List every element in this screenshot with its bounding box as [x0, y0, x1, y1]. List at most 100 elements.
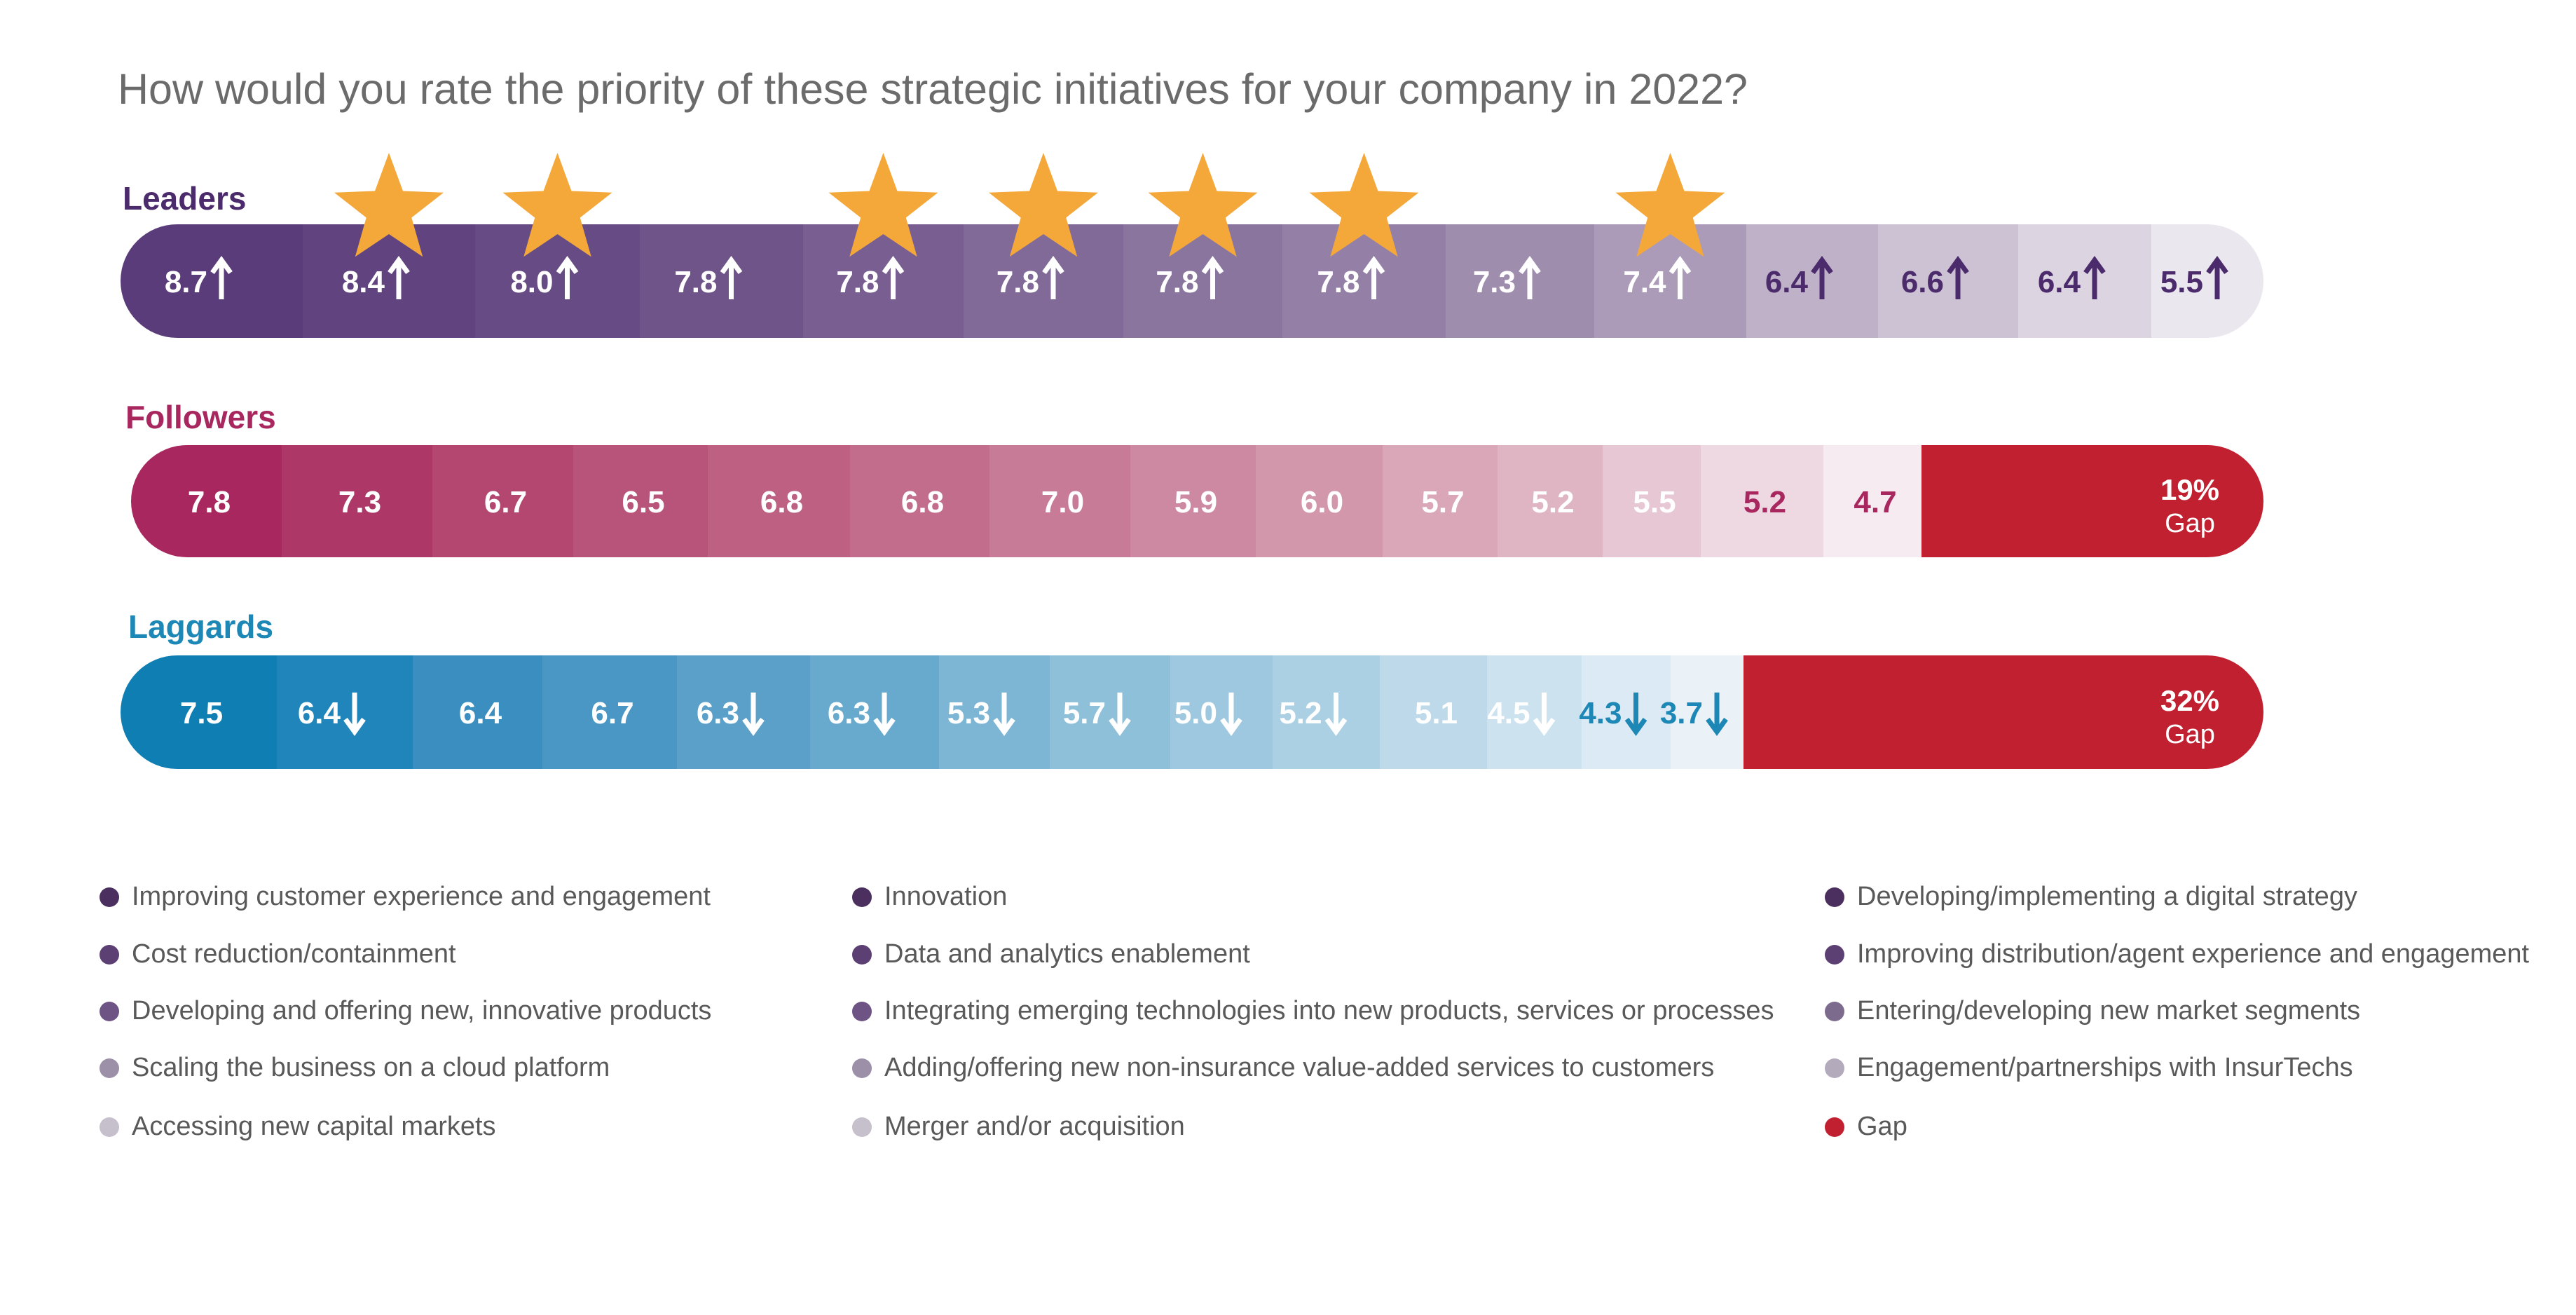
segment	[121, 224, 303, 338]
series-label-leaders: Leaders	[123, 180, 247, 217]
segment	[810, 655, 940, 769]
value-label: 5.1	[1415, 696, 1458, 730]
value-label: 8.0	[510, 265, 553, 299]
value-label: 6.3	[697, 696, 739, 730]
series-laggards: 7.5 6.4 6.4 6.7 6.3 6.3 5.3 5.7 5.0 5.2 5.1 4.5 4.3 3…	[121, 655, 2263, 769]
value-label: 7.4	[1623, 265, 1666, 299]
arrow-up-icon	[1519, 256, 1541, 299]
segment	[939, 655, 1050, 769]
arrow-down-icon	[873, 693, 896, 736]
value-label: 6.8	[760, 485, 803, 519]
value-label: 7.0	[1041, 485, 1084, 519]
segment	[2018, 224, 2152, 338]
arrow-up-icon	[2083, 256, 2106, 299]
value-label: 5.7	[1063, 696, 1106, 730]
arrow-up-icon	[2206, 256, 2228, 299]
segment	[708, 445, 851, 557]
star-icon	[334, 153, 444, 257]
gap-label: Gap	[2165, 509, 2215, 538]
value-label: 6.8	[901, 485, 944, 519]
series-leaders: 8.7 8.4 8.0 7.8 7.8 7.8 7.8 7.8 7.3 7.4 6.4 6.6 6.4 5…	[121, 153, 2263, 338]
value-label: 5.2	[1743, 485, 1786, 519]
segment	[1603, 445, 1701, 557]
value-label: 7.3	[338, 485, 381, 519]
value-label: 4.5	[1487, 696, 1530, 730]
segment	[1823, 445, 1922, 557]
segment	[1487, 655, 1582, 769]
value-label: 7.5	[180, 696, 223, 730]
value-label: 6.4	[1765, 265, 1809, 299]
segment	[277, 655, 413, 769]
value-label: 5.5	[1633, 485, 1676, 519]
segment	[1701, 445, 1824, 557]
segment	[1878, 224, 2019, 338]
arrow-down-icon	[1706, 693, 1728, 736]
gap-value: 19%	[2160, 473, 2219, 506]
segment	[1130, 445, 1256, 557]
value-label: 5.2	[1279, 696, 1322, 730]
value-label: 6.6	[1901, 265, 1944, 299]
value-label: 5.7	[1421, 485, 1464, 519]
arrow-down-icon	[343, 693, 366, 736]
segment	[1746, 224, 1879, 338]
segment	[432, 445, 574, 557]
value-label: 8.7	[165, 265, 207, 299]
value-label: 7.8	[188, 485, 231, 519]
value-label: 6.4	[459, 696, 502, 730]
gap-segment	[1921, 445, 2263, 557]
segment	[1282, 224, 1446, 338]
chart-title: How would you rate the priority of these…	[118, 65, 1748, 113]
arrow-down-icon	[1109, 693, 1131, 736]
segment	[1273, 655, 1381, 769]
segment	[573, 445, 708, 557]
segment	[303, 224, 476, 338]
value-label: 5.0	[1174, 696, 1217, 730]
segment	[1671, 655, 1744, 769]
segment	[1446, 224, 1595, 338]
segment	[850, 445, 990, 557]
segment	[964, 224, 1124, 338]
segment	[803, 224, 964, 338]
gap-segment	[1743, 655, 2263, 769]
value-label: 5.9	[1174, 485, 1217, 519]
segment	[1170, 655, 1273, 769]
segment	[1256, 445, 1383, 557]
arrow-up-icon	[1362, 256, 1385, 299]
arrow-down-icon	[1624, 693, 1647, 736]
value-label: 8.4	[342, 265, 385, 299]
value-label: 7.8	[996, 265, 1039, 299]
series-label-followers: Followers	[125, 399, 276, 435]
arrow-up-icon	[556, 256, 579, 299]
value-label: 6.7	[484, 485, 527, 519]
arrow-up-icon	[882, 256, 905, 299]
segment	[131, 445, 282, 557]
segment	[1594, 224, 1747, 338]
series-followers: 7.8 7.3 6.7 6.5 6.8 6.8 7.0 5.9 6.0 5.7 5.2 5.5 5.2 4…	[131, 445, 2263, 557]
value-label: 3.7	[1660, 696, 1703, 730]
arrow-down-icon	[1324, 693, 1348, 736]
arrow-up-icon	[1042, 256, 1064, 299]
segment	[1050, 655, 1171, 769]
value-label: 7.8	[1317, 265, 1359, 299]
arrow-up-icon	[210, 256, 233, 299]
segment	[1380, 655, 1488, 769]
value-label: 4.7	[1854, 485, 1896, 519]
value-label: 6.5	[622, 485, 664, 519]
arrow-up-icon	[1947, 256, 1969, 299]
value-label: 7.8	[674, 265, 717, 299]
segment	[413, 655, 543, 769]
value-label: 7.8	[1156, 265, 1198, 299]
value-label: 7.3	[1473, 265, 1516, 299]
value-label: 7.8	[836, 265, 879, 299]
value-label: 6.7	[591, 696, 633, 730]
segment	[989, 445, 1131, 557]
arrow-up-icon	[1201, 256, 1224, 299]
arrow-down-icon	[1533, 693, 1556, 736]
value-label: 4.3	[1579, 696, 1622, 730]
segment	[1498, 445, 1603, 557]
star-icon	[1615, 153, 1725, 257]
arrow-up-icon	[1811, 256, 1833, 299]
gap-value: 32%	[2160, 684, 2219, 717]
